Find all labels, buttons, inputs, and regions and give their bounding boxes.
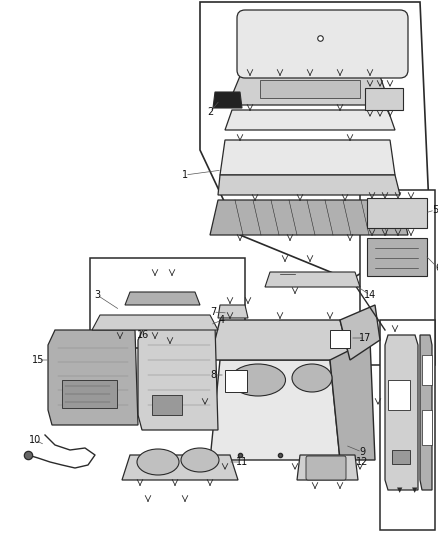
Ellipse shape — [137, 449, 179, 475]
Text: 12: 12 — [356, 457, 368, 467]
Bar — [225, 370, 247, 392]
Polygon shape — [385, 335, 418, 490]
Bar — [330, 330, 350, 348]
Polygon shape — [218, 305, 248, 318]
Text: 5: 5 — [432, 205, 438, 215]
Polygon shape — [48, 330, 138, 425]
Bar — [365, 88, 403, 110]
Polygon shape — [225, 110, 395, 130]
Polygon shape — [210, 320, 350, 360]
Polygon shape — [125, 292, 200, 305]
Text: 9: 9 — [359, 447, 365, 457]
Bar — [367, 198, 427, 228]
Bar — [62, 380, 117, 408]
Text: ▼: ▼ — [412, 487, 418, 493]
Text: 7: 7 — [210, 307, 216, 317]
Ellipse shape — [230, 364, 286, 396]
Text: 16: 16 — [137, 330, 149, 340]
Polygon shape — [228, 76, 390, 105]
Bar — [90, 258, 245, 348]
Text: 3: 3 — [94, 290, 100, 300]
Polygon shape — [213, 92, 242, 108]
Ellipse shape — [181, 448, 219, 472]
Polygon shape — [200, 2, 430, 280]
Text: 15: 15 — [32, 355, 44, 365]
Polygon shape — [122, 455, 238, 480]
Polygon shape — [92, 315, 218, 330]
Polygon shape — [297, 455, 358, 480]
Bar — [367, 238, 427, 276]
Text: 10: 10 — [29, 435, 41, 445]
Text: ▼: ▼ — [397, 487, 403, 493]
Polygon shape — [422, 410, 432, 445]
Polygon shape — [218, 175, 400, 195]
Text: 14: 14 — [364, 290, 376, 300]
Text: 8: 8 — [210, 370, 216, 380]
Text: 1: 1 — [182, 170, 188, 180]
Polygon shape — [220, 140, 395, 175]
Bar — [380, 320, 435, 530]
Polygon shape — [138, 325, 218, 430]
Text: 4: 4 — [219, 315, 225, 325]
Polygon shape — [210, 360, 340, 460]
Text: 11: 11 — [236, 457, 248, 467]
FancyBboxPatch shape — [306, 456, 346, 480]
FancyBboxPatch shape — [237, 10, 408, 78]
Polygon shape — [210, 200, 408, 235]
Polygon shape — [340, 305, 380, 360]
Polygon shape — [388, 380, 410, 410]
Text: 2: 2 — [207, 107, 213, 117]
Bar — [392, 450, 410, 464]
Polygon shape — [420, 335, 432, 490]
Text: 17: 17 — [359, 333, 371, 343]
Bar — [360, 190, 435, 365]
Bar — [260, 80, 360, 98]
Polygon shape — [265, 272, 360, 287]
Ellipse shape — [292, 364, 332, 392]
Text: 6: 6 — [435, 263, 438, 273]
Bar — [152, 395, 182, 415]
Polygon shape — [422, 355, 432, 385]
Polygon shape — [330, 340, 375, 460]
